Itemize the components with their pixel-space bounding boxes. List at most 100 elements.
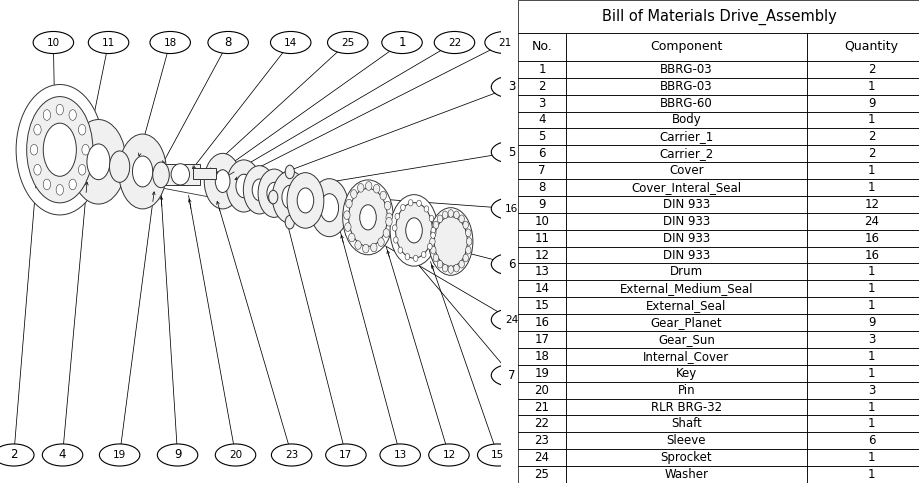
Ellipse shape [86, 144, 110, 180]
Text: 14: 14 [284, 38, 297, 47]
Text: 1: 1 [867, 80, 875, 93]
Ellipse shape [267, 182, 281, 204]
Text: Shaft: Shaft [670, 417, 701, 430]
Text: 2: 2 [867, 147, 875, 160]
Ellipse shape [394, 213, 399, 219]
Text: 1: 1 [867, 164, 875, 177]
Ellipse shape [348, 233, 355, 242]
Text: Quantity: Quantity [844, 41, 898, 53]
Ellipse shape [491, 141, 531, 163]
Text: 3: 3 [507, 81, 515, 93]
Text: Gear_Planet: Gear_Planet [650, 316, 721, 329]
Ellipse shape [71, 119, 126, 204]
Ellipse shape [99, 444, 140, 466]
Text: Sprocket: Sprocket [660, 451, 711, 464]
Ellipse shape [429, 215, 434, 222]
Text: 9: 9 [538, 198, 545, 211]
Ellipse shape [43, 123, 76, 176]
Ellipse shape [437, 260, 442, 268]
Ellipse shape [434, 31, 474, 54]
Text: 22: 22 [448, 38, 460, 47]
Text: 2: 2 [867, 130, 875, 143]
Text: RLR BRG-32: RLR BRG-32 [650, 400, 721, 413]
Ellipse shape [393, 237, 398, 243]
Ellipse shape [433, 221, 438, 229]
Ellipse shape [466, 238, 471, 245]
Text: Cover_Interal_Seal: Cover_Interal_Seal [630, 181, 741, 194]
Text: 10: 10 [534, 215, 549, 228]
Ellipse shape [226, 160, 261, 212]
Ellipse shape [491, 198, 531, 220]
Ellipse shape [78, 164, 85, 175]
Text: 25: 25 [534, 468, 549, 481]
Ellipse shape [132, 156, 153, 187]
Ellipse shape [297, 188, 313, 213]
Text: 3: 3 [538, 97, 545, 110]
Ellipse shape [434, 216, 467, 267]
Ellipse shape [413, 255, 417, 261]
Text: Sleeve: Sleeve [666, 434, 706, 447]
Ellipse shape [384, 201, 391, 210]
Ellipse shape [348, 188, 387, 246]
Text: 13: 13 [393, 450, 406, 460]
Text: No.: No. [531, 41, 551, 53]
Ellipse shape [398, 247, 403, 254]
Ellipse shape [252, 179, 267, 201]
Ellipse shape [325, 444, 366, 466]
Ellipse shape [109, 151, 130, 182]
Text: 1: 1 [867, 181, 875, 194]
Text: 20: 20 [534, 384, 549, 397]
Ellipse shape [119, 134, 166, 209]
Text: 23: 23 [534, 434, 549, 447]
Ellipse shape [215, 170, 230, 192]
Ellipse shape [204, 154, 241, 209]
Ellipse shape [27, 97, 93, 203]
Ellipse shape [416, 200, 421, 206]
Text: 4: 4 [538, 114, 545, 127]
Ellipse shape [465, 246, 471, 254]
Ellipse shape [421, 252, 425, 258]
Text: 9: 9 [867, 316, 875, 329]
Ellipse shape [82, 144, 89, 155]
Ellipse shape [43, 110, 51, 120]
Ellipse shape [484, 31, 525, 54]
Ellipse shape [56, 185, 63, 195]
Text: 16: 16 [863, 232, 879, 245]
Ellipse shape [69, 179, 76, 190]
Ellipse shape [448, 266, 453, 273]
Ellipse shape [380, 191, 386, 200]
Ellipse shape [491, 76, 531, 98]
Ellipse shape [171, 164, 189, 185]
Ellipse shape [491, 253, 531, 275]
Text: 1: 1 [867, 468, 875, 481]
Text: DIN 933: DIN 933 [662, 232, 709, 245]
Text: 12: 12 [863, 198, 879, 211]
Ellipse shape [357, 184, 364, 192]
Ellipse shape [453, 264, 459, 272]
Ellipse shape [257, 169, 290, 217]
Ellipse shape [442, 211, 448, 219]
Text: 16: 16 [863, 249, 879, 261]
Ellipse shape [345, 223, 351, 231]
Text: External_Seal: External_Seal [645, 299, 726, 312]
Text: Carrier_2: Carrier_2 [659, 147, 713, 160]
Text: 1: 1 [867, 299, 875, 312]
Text: 19: 19 [534, 367, 549, 380]
Ellipse shape [272, 171, 307, 223]
Ellipse shape [208, 31, 248, 54]
Text: 2: 2 [10, 449, 17, 461]
Text: Internal_Cover: Internal_Cover [642, 350, 729, 363]
Ellipse shape [459, 260, 464, 268]
Ellipse shape [386, 213, 392, 222]
Ellipse shape [320, 194, 338, 222]
Text: 6: 6 [507, 258, 515, 270]
Text: 9: 9 [867, 97, 875, 110]
Ellipse shape [428, 444, 469, 466]
Ellipse shape [404, 254, 409, 260]
Ellipse shape [287, 172, 323, 228]
Ellipse shape [380, 444, 420, 466]
Text: Washer: Washer [664, 468, 708, 481]
Text: 1: 1 [867, 400, 875, 413]
Text: 11: 11 [534, 232, 549, 245]
Text: 24: 24 [863, 215, 879, 228]
